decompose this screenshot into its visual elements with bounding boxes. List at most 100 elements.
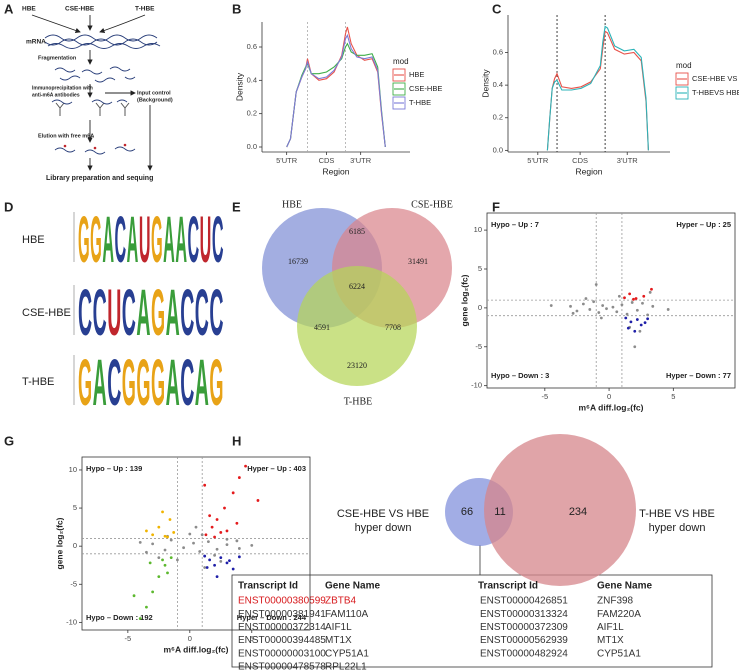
scatter-point	[200, 533, 204, 537]
motif-letter: G	[136, 345, 150, 419]
m6a-site	[63, 144, 67, 148]
table-cell: ENST00000482924	[480, 648, 568, 659]
x-tick-label: 5'UTR	[276, 156, 298, 165]
y-axis-label: gene log₂(fc)	[459, 274, 469, 326]
venn-set	[297, 266, 417, 386]
scatter-point	[256, 499, 260, 502]
scatter-point	[632, 297, 635, 301]
mrna-strand	[44, 34, 158, 42]
panel-label: G	[4, 433, 14, 448]
scatter-point	[148, 561, 152, 565]
motif-letter: U	[139, 202, 151, 276]
y-tick-label: -5	[475, 342, 482, 351]
motif-letter: G	[78, 345, 92, 419]
table-cell: ENST00000394485	[238, 635, 326, 646]
scatter-point	[228, 559, 231, 563]
legend-label: CSE-HBE	[409, 84, 442, 93]
scatter-point	[215, 547, 219, 551]
table-header: Gene Name	[597, 581, 652, 592]
scatter-point	[219, 531, 223, 534]
y-tick-label: 5	[73, 503, 77, 512]
scatter-point	[581, 302, 585, 306]
y-tick-label: 0.2	[493, 113, 503, 122]
x-tick-label: 0	[607, 392, 611, 401]
scatter-point	[624, 316, 628, 320]
step-label: Immunoprecipitation with	[32, 85, 93, 91]
scatter-point	[620, 303, 624, 307]
scatter-point	[215, 575, 219, 579]
motif-letter: A	[166, 345, 180, 419]
scatter-point	[151, 542, 155, 546]
table-cell: MT1X	[325, 635, 352, 646]
motif-letter: G	[122, 345, 136, 419]
x-tick-label: 3'UTR	[617, 156, 639, 165]
quadrant-annotation: Hypo – Down : 192	[86, 613, 153, 622]
scatter-point	[161, 558, 164, 562]
motif-letter: C	[122, 275, 136, 349]
scatter-point	[145, 529, 148, 533]
motif-letter: A	[195, 345, 209, 419]
quadrant-annotation: Hypo – Up : 7	[491, 220, 539, 229]
scatter-point	[213, 535, 216, 539]
scatter-point	[215, 518, 219, 521]
scatter-point	[231, 567, 235, 571]
venn-count: 31491	[408, 257, 428, 266]
scatter-point	[188, 532, 192, 536]
legend-label: CSE-HBE VS HBE	[692, 74, 739, 83]
table-cell: ENST00000380599	[238, 596, 326, 607]
scatter-point	[571, 311, 575, 315]
m6a-site	[93, 146, 97, 150]
mrna-strand	[44, 38, 158, 46]
density-line	[546, 25, 649, 151]
scatter-point	[549, 304, 553, 307]
table-cell: AIF1L	[597, 622, 624, 633]
y-tick-label: 0	[478, 303, 482, 312]
table-cell: ENST00000313324	[480, 609, 568, 620]
venn-count: 16739	[288, 257, 308, 266]
table-cell: ENST00000426851	[480, 596, 568, 607]
motif-letter: U	[107, 275, 121, 349]
quadrant-annotation: Hyper – Up : 25	[676, 220, 731, 229]
scatter-point	[182, 546, 186, 550]
scatter-point	[145, 605, 148, 609]
venn-set	[484, 434, 636, 586]
y-tick-label: 10	[69, 465, 77, 474]
group-label: T-HBE	[135, 6, 155, 13]
scatter-point	[642, 294, 646, 298]
y-tick-label: 10	[474, 225, 482, 234]
motif-letter: U	[200, 202, 212, 276]
scatter-point	[629, 320, 633, 324]
x-tick-label: 5	[671, 392, 675, 401]
venn-count: 11	[494, 506, 505, 518]
motif-letter: C	[107, 345, 121, 419]
step-label: Elution with free m6A	[38, 133, 94, 139]
scatter-point	[166, 571, 169, 575]
table-cell: RPL22L1	[325, 662, 367, 670]
density-line	[286, 33, 386, 148]
step-label: anti-m6A antibodies	[32, 92, 80, 98]
bound-fragments	[51, 99, 128, 105]
quadrant-annotation: Hyper – Down : 77	[666, 371, 731, 380]
scatter-point	[163, 534, 167, 538]
motif-letter: A	[136, 275, 150, 349]
scatter-point	[225, 543, 229, 547]
scatter-point	[168, 518, 172, 521]
x-tick-label: -5	[125, 634, 132, 643]
scatter-point	[203, 483, 207, 487]
scatter-point	[219, 560, 223, 563]
table-cell: ENST00000372309	[480, 622, 568, 633]
x-axis-label: m⁶A diff.log₂(fc)	[579, 402, 644, 412]
motif-letter: C	[195, 275, 209, 349]
y-tick-label: 5	[478, 264, 482, 273]
venn-count: 4591	[314, 323, 330, 332]
scatter-point	[237, 476, 241, 479]
scatter-point	[203, 566, 207, 569]
scatter-point	[157, 525, 161, 529]
table-cell: CYP51A1	[325, 648, 369, 659]
scatter-point	[237, 555, 241, 559]
scatter-point	[635, 318, 639, 321]
table-cell: CYP51A1	[597, 648, 641, 659]
scatter-point	[635, 308, 639, 312]
motif-letter: A	[166, 275, 180, 349]
